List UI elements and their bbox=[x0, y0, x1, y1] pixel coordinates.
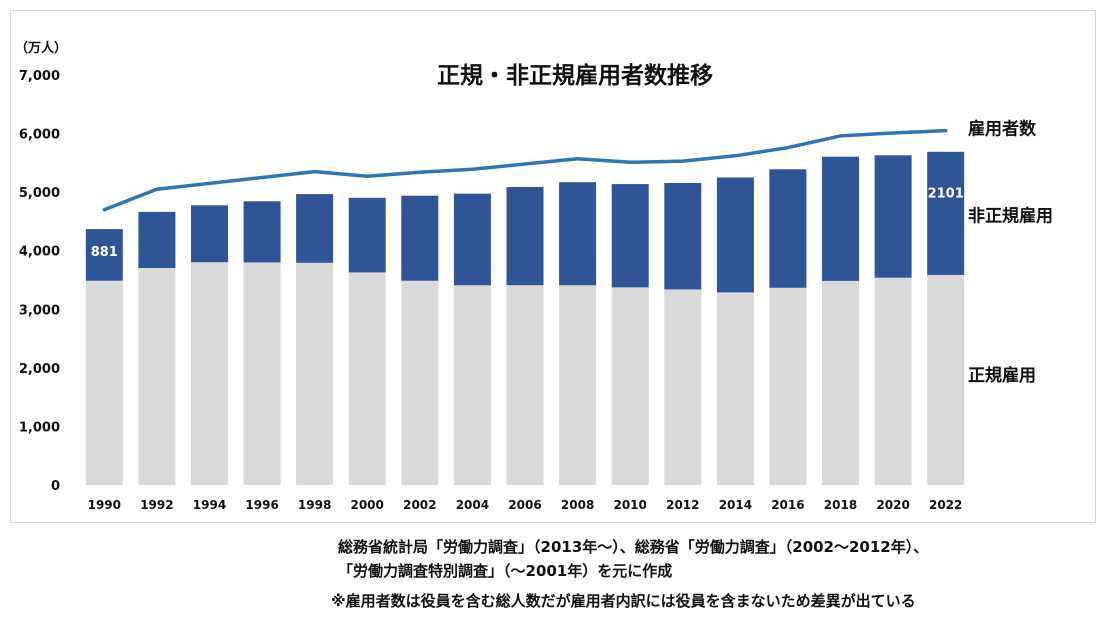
x-tick-label: 2010 bbox=[613, 498, 646, 512]
x-tick-label: 2008 bbox=[561, 498, 594, 512]
x-tick-label: 1994 bbox=[193, 498, 226, 512]
x-tick-label: 2022 bbox=[929, 498, 962, 512]
x-tick-label: 2014 bbox=[719, 498, 752, 512]
bar-non-regular-2000 bbox=[348, 197, 386, 273]
bar-regular-2014 bbox=[716, 292, 754, 485]
bar-regular-2002 bbox=[401, 280, 439, 485]
x-tick-label: 2000 bbox=[350, 498, 383, 512]
x-tick-label: 2004 bbox=[456, 498, 489, 512]
bar-non-regular-2012 bbox=[664, 183, 702, 290]
bar-non-regular-2008 bbox=[559, 182, 597, 286]
series-label-employees: 雇用者数 bbox=[968, 119, 1037, 140]
x-tick-label: 2016 bbox=[771, 498, 804, 512]
y-tick-label: 3,000 bbox=[19, 303, 60, 318]
bar-non-regular-2004 bbox=[453, 193, 491, 286]
bar-non-regular-2016 bbox=[769, 169, 807, 288]
bar-non-regular-1996 bbox=[243, 201, 281, 263]
bar-non-regular-1994 bbox=[191, 205, 228, 263]
bar-regular-1994 bbox=[191, 262, 228, 485]
bar-regular-2022 bbox=[927, 274, 965, 485]
bar-regular-1998 bbox=[296, 262, 334, 485]
chart-labels: 0 1,000 2,000 3,000 4,000 5,000 6,000 7,000 1990… bbox=[19, 69, 1053, 512]
bar-non-regular-2014 bbox=[716, 177, 754, 293]
bar-non-regular-2006 bbox=[506, 187, 544, 286]
y-tick-label: 4,000 bbox=[19, 245, 60, 260]
x-tick-label: 1996 bbox=[245, 498, 278, 512]
y-axis-unit: （万人） bbox=[15, 40, 67, 56]
bar-non-regular-2022 bbox=[927, 151, 965, 275]
bar-non-regular-2018 bbox=[822, 156, 859, 281]
y-tick-label: 5,000 bbox=[19, 186, 60, 201]
bar-regular-1992 bbox=[138, 268, 176, 485]
data-label-non-regular-1990: 881 bbox=[91, 245, 118, 260]
disclaimer-note: ※雇用者数は役員を含む総人数だが雇用者内訳には役員を含まないため差異が出ている bbox=[331, 592, 916, 610]
bar-non-regular-1998 bbox=[296, 194, 334, 263]
lines bbox=[102, 128, 948, 212]
bar-regular-2010 bbox=[611, 287, 649, 485]
y-tick-label: 2,000 bbox=[19, 362, 60, 377]
bars bbox=[85, 151, 965, 485]
data-label-non-regular-2022: 2101 bbox=[928, 186, 964, 201]
x-tick-label: 2002 bbox=[403, 498, 436, 512]
y-tick-label: 7,000 bbox=[19, 69, 60, 84]
x-tick-label: 2018 bbox=[824, 498, 857, 512]
bar-regular-2008 bbox=[559, 285, 597, 485]
chart-title: 正規・非正規雇用者数推移 bbox=[437, 62, 713, 89]
bar-regular-1990 bbox=[85, 280, 123, 485]
x-tick-label: 1998 bbox=[298, 498, 331, 512]
bar-non-regular-1992 bbox=[138, 211, 176, 268]
y-tick-label: 6,000 bbox=[19, 128, 60, 143]
series-label-non-regular: 非正規雇用 bbox=[968, 205, 1053, 226]
bar-regular-2006 bbox=[506, 285, 544, 485]
x-tick-label: 2020 bbox=[876, 498, 909, 512]
bar-regular-2018 bbox=[822, 280, 859, 485]
bar-regular-2004 bbox=[453, 285, 491, 485]
source-note-line-1: 総務省統計局「労働力調査」（2013年～）、総務省「労働力調査」（2002～20… bbox=[338, 538, 929, 556]
series-label-regular: 正規雇用 bbox=[968, 365, 1036, 386]
x-tick-label: 1990 bbox=[88, 498, 121, 512]
y-tick-label: 0 bbox=[51, 479, 60, 494]
bar-regular-2020 bbox=[874, 277, 912, 485]
source-note-line-2: 「労働力調査特別調査」（～2001年）を元に作成 bbox=[338, 562, 673, 580]
y-tick-label: 1,000 bbox=[19, 420, 60, 435]
bar-regular-1996 bbox=[243, 262, 281, 485]
x-tick-label: 2006 bbox=[508, 498, 541, 512]
bar-non-regular-2010 bbox=[611, 184, 649, 288]
bar-regular-2012 bbox=[664, 289, 702, 485]
bar-regular-2000 bbox=[348, 272, 386, 485]
x-tick-label: 2012 bbox=[666, 498, 699, 512]
bar-regular-2016 bbox=[769, 287, 807, 485]
line-employees bbox=[102, 128, 948, 212]
bar-non-regular-2020 bbox=[874, 155, 912, 278]
x-tick-label: 1992 bbox=[140, 498, 173, 512]
bar-non-regular-2002 bbox=[401, 195, 439, 281]
bar-non-regular-1990 bbox=[85, 229, 123, 281]
